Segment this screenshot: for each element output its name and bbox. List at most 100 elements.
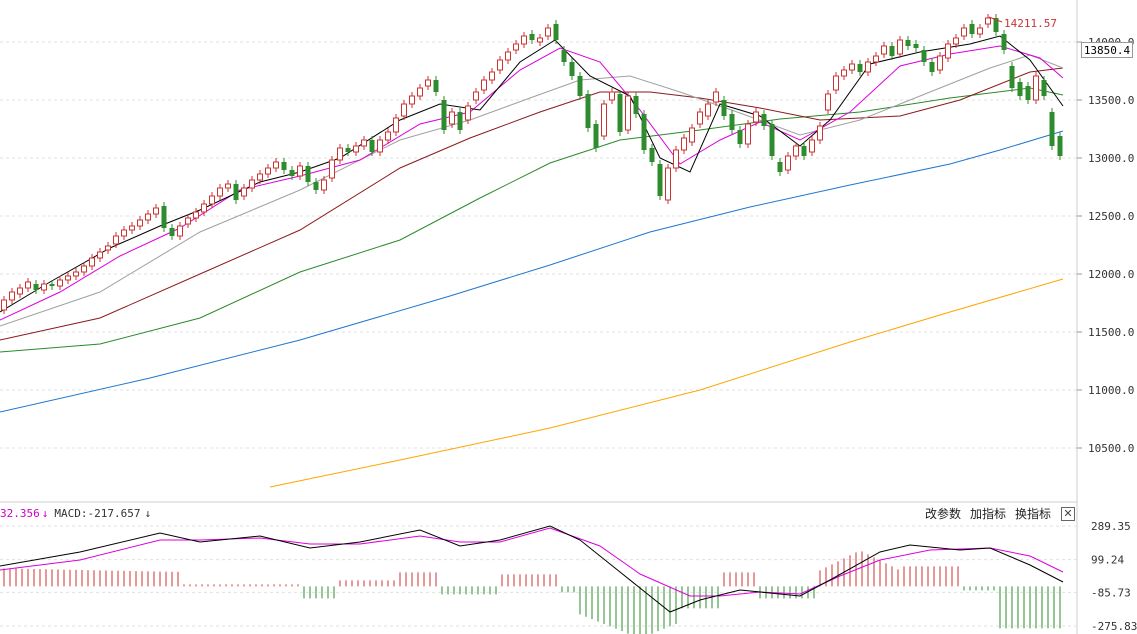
macd-header: 32.356 ↓ MACD:-217.657 ↓ <box>0 506 151 522</box>
candle-body <box>881 45 887 55</box>
candle-body <box>433 80 439 92</box>
swap-indicator-button[interactable]: 换指标 <box>1015 507 1052 521</box>
candle-body <box>761 114 767 126</box>
candle-body <box>73 271 79 277</box>
candle-body <box>593 124 599 148</box>
candle-body <box>353 145 359 153</box>
candle-body <box>1 299 7 311</box>
candle-body <box>521 35 527 45</box>
candle-body <box>225 183 231 189</box>
close-icon[interactable]: ✕ <box>1061 507 1075 521</box>
candle-body <box>481 79 487 91</box>
candle-body <box>897 39 903 55</box>
candle-body <box>1057 136 1063 156</box>
candle-body <box>417 87 423 97</box>
macd-tick-label: 99.24 <box>1091 554 1124 567</box>
candle-body <box>361 139 367 147</box>
candle-body <box>33 284 39 290</box>
candle-body <box>153 207 159 215</box>
candle-body <box>457 112 463 130</box>
candle-body <box>561 50 567 62</box>
candle-body <box>81 265 87 273</box>
ma-line-6 <box>0 35 1064 313</box>
candle-body <box>793 145 799 157</box>
candle-body <box>745 123 751 145</box>
candle-body <box>473 91 479 101</box>
candle-body <box>249 179 255 189</box>
candle-body <box>129 225 135 231</box>
candle-body <box>657 164 663 196</box>
candle-body <box>681 137 687 151</box>
dif-line <box>0 525 1064 613</box>
candle-body <box>449 111 455 125</box>
candle-body <box>577 76 583 96</box>
candle-body <box>609 91 615 101</box>
candle-body <box>497 59 503 71</box>
candle-body <box>465 105 471 121</box>
candle-body <box>1009 66 1015 88</box>
candle-body <box>777 162 783 172</box>
dea-line <box>0 527 1064 597</box>
candle-body <box>865 61 871 73</box>
candle-body <box>281 162 287 170</box>
edit-params-button[interactable]: 改参数 <box>925 507 962 521</box>
candle-body <box>937 55 943 71</box>
candle-body <box>233 184 239 200</box>
macd-lines <box>0 525 1064 613</box>
candle-body <box>617 94 623 132</box>
candle-body <box>833 75 839 91</box>
candle-body <box>121 229 127 237</box>
candle-body <box>705 103 711 117</box>
ma-line-5 <box>0 45 1064 321</box>
candle-body <box>217 187 223 197</box>
candle-body <box>65 275 71 281</box>
macd-tick-label: -85.73 <box>1091 586 1131 599</box>
candle-body <box>601 103 607 137</box>
candle-body <box>785 155 791 171</box>
candle-body <box>993 18 999 32</box>
candle-body <box>857 64 863 72</box>
ma-line-2 <box>0 87 1064 353</box>
candle-body <box>673 149 679 169</box>
candle-body <box>545 27 551 37</box>
candle-body <box>625 95 631 131</box>
candle-body <box>41 283 47 291</box>
price-tick-label: 13000.0 <box>1088 152 1134 165</box>
candle-body <box>649 148 655 162</box>
candle-body <box>385 131 391 141</box>
candle-body <box>241 187 247 197</box>
candle-body <box>337 147 343 161</box>
candle-body <box>1049 112 1055 146</box>
candle-body <box>193 211 199 219</box>
candle-body <box>177 225 183 237</box>
candle-body <box>9 291 15 301</box>
candle-body <box>113 235 119 245</box>
add-indicator-button[interactable]: 加指标 <box>970 507 1007 521</box>
peak-arrow-line <box>988 16 1003 23</box>
candle-body <box>1041 80 1047 96</box>
candle-body <box>377 139 383 153</box>
peak-annotation-group: 14211.57 <box>988 16 1057 30</box>
candle-body <box>289 170 295 176</box>
candle-body <box>913 44 919 48</box>
candle-body <box>305 166 311 182</box>
candle-body <box>425 79 431 87</box>
candle-body <box>985 17 991 25</box>
candle-body <box>961 27 967 37</box>
candle-body <box>825 93 831 111</box>
candle-body <box>569 62 575 76</box>
down-arrow-icon: ↓ <box>144 507 152 520</box>
candle-body <box>185 217 191 225</box>
candle-body <box>17 287 23 295</box>
candle-body <box>801 146 807 156</box>
candle-body <box>369 140 375 152</box>
candle-body <box>89 257 95 267</box>
candle-body <box>689 127 695 143</box>
current-price-tag: 13850.4 <box>1081 42 1133 58</box>
candle-body <box>905 40 911 46</box>
candle-body <box>169 228 175 236</box>
ma-line-1 <box>0 130 1064 413</box>
candle-body <box>505 51 511 61</box>
candle-body <box>553 24 559 40</box>
candle-body <box>97 251 103 259</box>
